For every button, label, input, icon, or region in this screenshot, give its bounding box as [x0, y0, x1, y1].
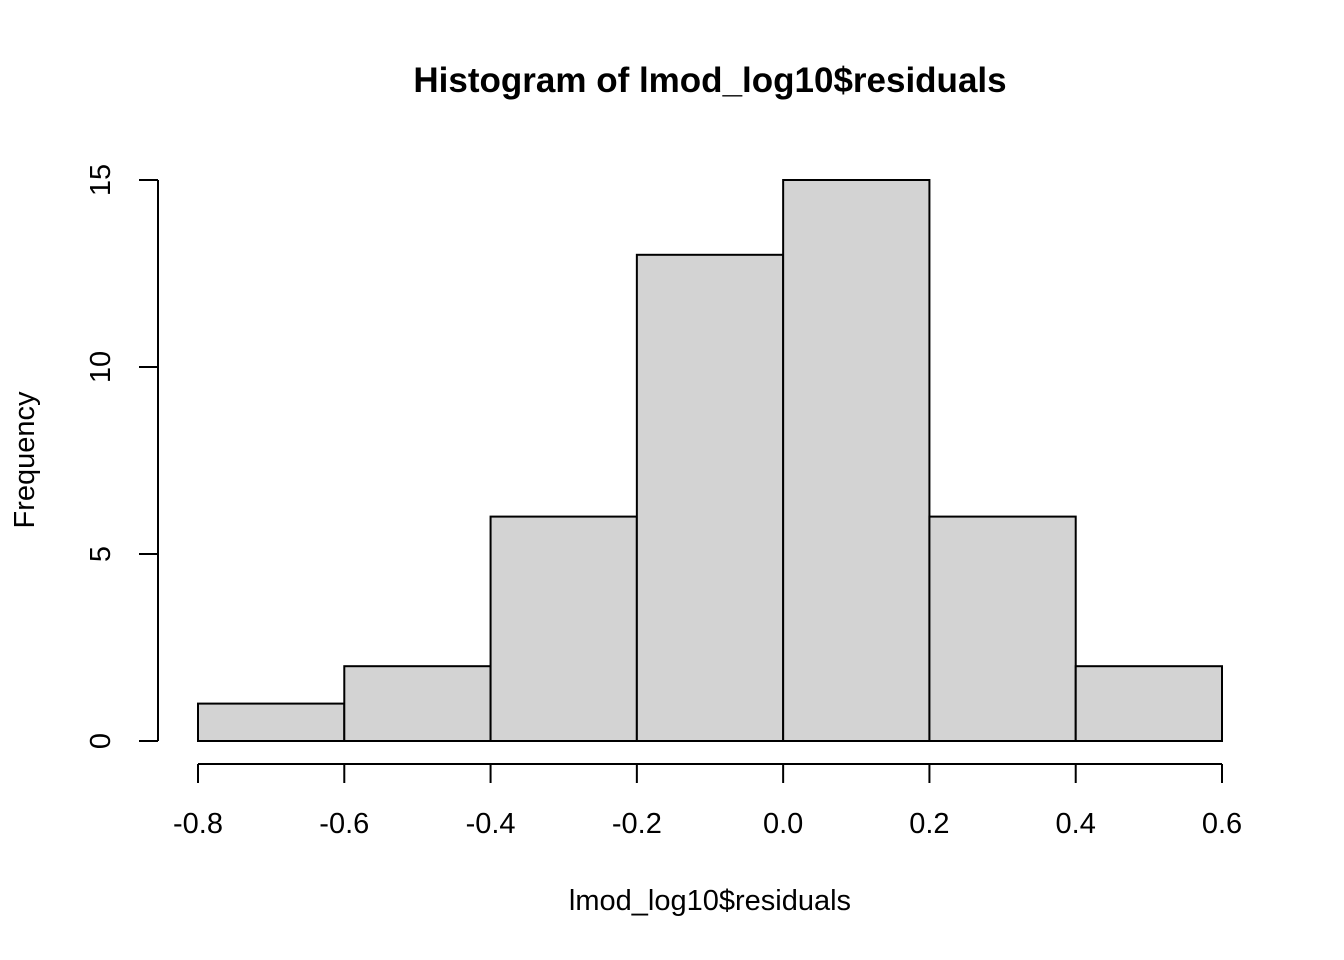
histogram-bar-0: [197, 702, 346, 742]
y-axis: 0 5 10 15: [85, 164, 159, 749]
x-tick-label-3: -0.2: [612, 808, 662, 840]
histogram-bar-6: [1074, 665, 1223, 743]
histogram-bar-1: [343, 665, 492, 743]
histogram-bar-3: [635, 253, 785, 743]
y-tick-label-0: 0: [85, 733, 117, 749]
histogram-bar-2: [489, 515, 638, 742]
x-tick-label-6: 0.4: [1056, 808, 1096, 840]
histogram-bar-5: [928, 515, 1077, 742]
y-tick-label-1: 5: [85, 546, 117, 562]
y-tick-label-2: 10: [85, 351, 117, 383]
x-tick-label-1: -0.6: [319, 808, 369, 840]
y-tick-label-3: 15: [85, 164, 117, 196]
x-axis: -0.8 -0.6 -0.4 -0.2 0.0 0.2 0.4 0.6: [173, 763, 1242, 840]
histogram-bar-4: [782, 179, 931, 742]
x-tick-label-5: 0.2: [909, 808, 949, 840]
x-tick-label-0: -0.8: [173, 808, 223, 840]
chart-title: Histogram of lmod_log10$residuals: [413, 61, 1006, 100]
y-axis-label: Frequency: [9, 391, 41, 529]
x-tick-label-7: 0.6: [1202, 808, 1242, 840]
bars-group: [197, 179, 1223, 743]
x-tick-label-2: -0.4: [466, 808, 516, 840]
x-tick-label-4: 0.0: [763, 808, 803, 840]
x-axis-label: lmod_log10$residuals: [569, 885, 851, 917]
